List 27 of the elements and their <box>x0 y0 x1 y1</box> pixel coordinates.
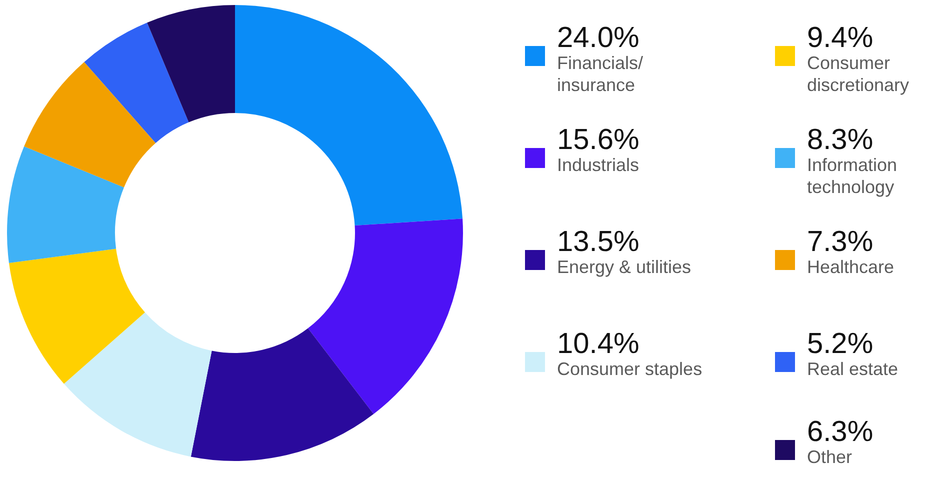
legend-label: Information technology <box>807 155 898 197</box>
data-label: 24.0% <box>557 22 640 54</box>
donut-slice <box>235 5 463 226</box>
donut-slice <box>308 218 463 414</box>
legend-label: Industrials <box>557 155 640 175</box>
data-label: 8.3% <box>807 124 874 156</box>
data-label: 7.3% <box>807 226 874 258</box>
legend-label: Consumer discretionary <box>807 53 910 95</box>
donut-slice <box>147 5 235 122</box>
legend-label: Other <box>807 447 852 467</box>
donut-slice <box>8 248 145 384</box>
data-label: 13.5% <box>557 226 640 258</box>
data-label: 10.4% <box>557 328 640 360</box>
data-label: 6.3% <box>807 416 874 448</box>
data-label: 5.2% <box>807 328 874 360</box>
donut-slice <box>64 312 212 457</box>
donut-slice <box>7 146 124 263</box>
data-label: 15.6% <box>557 124 640 156</box>
donut-slice <box>84 22 189 143</box>
legend-label: Financials/ insurance <box>557 53 644 95</box>
legend-label: Healthcare <box>807 257 894 277</box>
legend-label: Real estate <box>807 359 898 379</box>
donut-slice <box>24 62 156 188</box>
data-label: 9.4% <box>807 22 874 54</box>
donut-slice <box>190 328 374 461</box>
legend-label: Energy & utilities <box>557 257 692 277</box>
legend-label: Consumer staples <box>557 359 702 379</box>
